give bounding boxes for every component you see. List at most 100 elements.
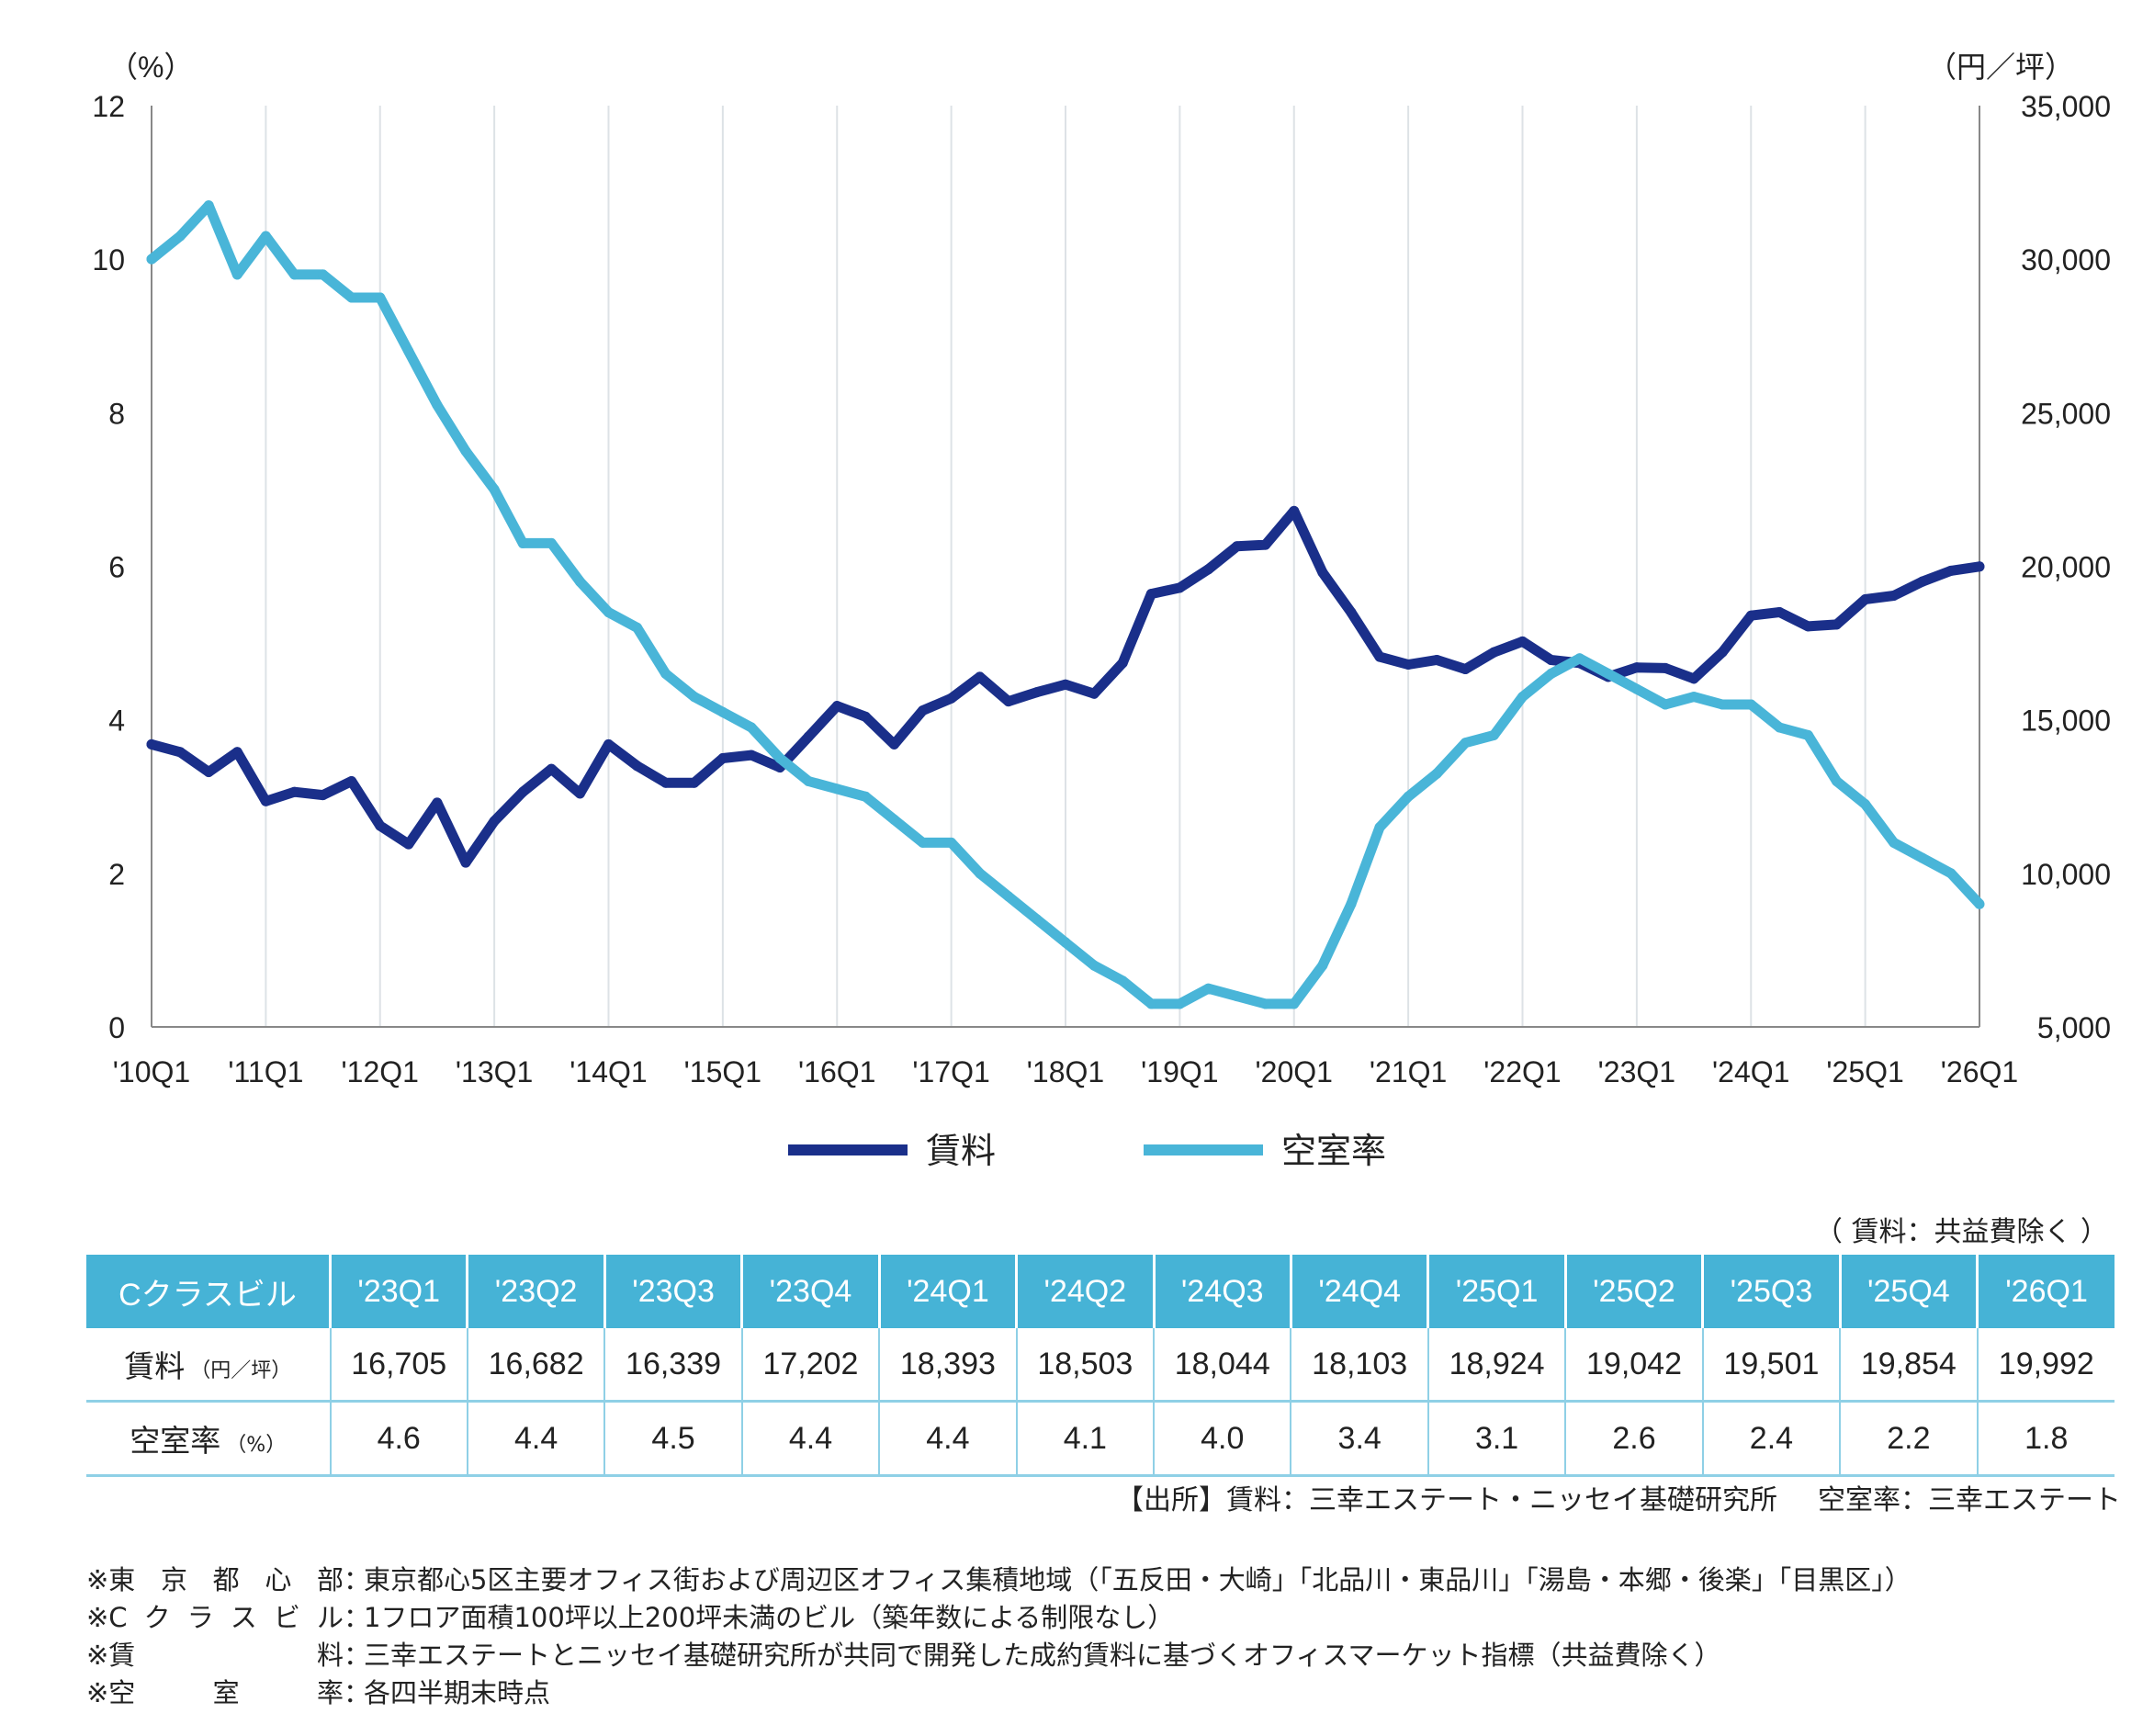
- right-tick-label: 20,000: [2021, 551, 2111, 584]
- data-point: [1060, 937, 1071, 948]
- data-point: [260, 795, 271, 806]
- data-point: [175, 231, 186, 242]
- data-point: [975, 868, 986, 879]
- vacancy-cell: 2.2: [1840, 1401, 1979, 1477]
- data-point: [1745, 699, 1756, 710]
- left-tick-label: 12: [92, 90, 125, 123]
- footnote-label: ※賃料: [86, 1640, 344, 1671]
- data-point: [1631, 683, 1642, 694]
- rent-cell: 18,393: [879, 1328, 1018, 1403]
- vacancy-cell: 4.1: [1016, 1401, 1156, 1477]
- data-point: [1488, 647, 1499, 658]
- footnote-text: 東京都心5区主要オフィス街および周辺区オフィス集積地域（「五反田・大崎」「北品川…: [364, 1564, 1912, 1595]
- data-point: [1546, 654, 1557, 665]
- x-tick-label: '21Q1: [1370, 1055, 1447, 1088]
- data-point: [689, 692, 700, 703]
- rent-source: 【出所】賃料：三幸エステート・ニッセイ基礎研究所: [1116, 1484, 1777, 1516]
- table-corner-cell: Cクラスビル: [86, 1255, 332, 1328]
- chart-grid: [265, 106, 1866, 1027]
- vacancy-cell: 4.0: [1154, 1401, 1292, 1477]
- data-point: [888, 738, 899, 750]
- vacancy-cell: 1.8: [1977, 1401, 2115, 1477]
- x-tick-label: '23Q1: [1598, 1055, 1675, 1088]
- data-point: [489, 484, 500, 495]
- data-point: [288, 786, 299, 797]
- footnote-label: ※東京都心部: [86, 1564, 344, 1595]
- left-tick-label: 10: [92, 243, 125, 276]
- data-point: [860, 791, 871, 802]
- data-point: [660, 669, 671, 680]
- table-header-cell: '23Q1: [330, 1255, 469, 1328]
- table-header-cell: '25Q2: [1565, 1255, 1705, 1328]
- vacancy-cell: 4.4: [879, 1401, 1018, 1477]
- data-point: [1003, 891, 1014, 902]
- x-tick-label: '25Q1: [1826, 1055, 1903, 1088]
- table-header-cell: '24Q3: [1154, 1255, 1292, 1328]
- data-point: [517, 786, 528, 797]
- data-point: [1202, 564, 1213, 575]
- data-point: [1688, 673, 1699, 684]
- data-point: [1202, 983, 1213, 994]
- data-point: [1003, 696, 1014, 707]
- data-point: [146, 254, 157, 265]
- data-point: [888, 814, 899, 825]
- data-point: [1860, 593, 1871, 604]
- data-point: [1374, 822, 1385, 833]
- left-tick-label: 6: [108, 551, 125, 584]
- data-point: [1974, 898, 1985, 909]
- right-axis-unit: （円／坪）: [1927, 51, 2074, 84]
- table-header-cell: '24Q1: [879, 1255, 1019, 1328]
- data-point: [1945, 868, 1957, 879]
- vacancy-row-label: 空室率 （%）: [86, 1401, 332, 1477]
- right-tick-label: 35,000: [2021, 90, 2111, 123]
- footnote-label: ※C クラスビル: [86, 1602, 344, 1633]
- footnote-label: ※空室率: [86, 1677, 344, 1708]
- data-point: [318, 269, 329, 280]
- vacancy-cell: 4.6: [330, 1401, 468, 1477]
- data-point: [975, 671, 986, 682]
- footnotes: ※東京都心部：東京都心5区主要オフィス街および周辺区オフィス集積地域（「五反田・…: [86, 1561, 1912, 1712]
- data-point: [1232, 991, 1243, 1002]
- rent-cell: 18,044: [1154, 1328, 1292, 1403]
- rent-cell: 16,705: [330, 1328, 468, 1403]
- data-point: [1232, 541, 1243, 552]
- vacancy-unit: （%）: [226, 1434, 287, 1457]
- right-tick-label: 25,000: [2021, 397, 2111, 430]
- data-point: [1431, 768, 1442, 779]
- x-tick-label: '26Q1: [1941, 1055, 2018, 1088]
- vacancy-source: 空室率：三幸エステート: [1818, 1484, 2121, 1516]
- data-point: [1088, 688, 1100, 699]
- data-point: [717, 706, 728, 717]
- data-point: [831, 783, 842, 795]
- table-header-row: Cクラスビル '23Q1'23Q2'23Q3'23Q4'24Q1'24Q2'24…: [86, 1255, 2115, 1328]
- data-point: [318, 790, 329, 801]
- x-tick-label: '17Q1: [912, 1055, 989, 1088]
- data-point: [489, 816, 500, 827]
- data-point: [346, 776, 357, 787]
- data-point: [375, 820, 386, 831]
- x-tick-label: '24Q1: [1712, 1055, 1789, 1088]
- data-point: [632, 622, 643, 633]
- data-point: [803, 776, 814, 787]
- table-header-cell: '24Q2: [1016, 1255, 1156, 1328]
- rent-cell: 16,682: [467, 1328, 606, 1403]
- right-tick-label: 30,000: [2021, 243, 2111, 276]
- citation: 【出所】賃料：三幸エステート・ニッセイ基礎研究所 空室率：三幸エステート: [1116, 1477, 2121, 1517]
- data-point: [1889, 837, 1900, 848]
- data-point: [1145, 589, 1156, 600]
- left-axis-unit: （%）: [108, 51, 193, 84]
- data-point: [1289, 505, 1300, 516]
- table-note: （ 賃料：共益費除く ）: [1814, 1216, 2108, 1248]
- data-point: [1603, 669, 1614, 680]
- x-tick-label: '16Q1: [798, 1055, 875, 1088]
- data-point: [1317, 567, 1328, 578]
- data-point: [1917, 576, 1928, 587]
- data-point: [803, 731, 814, 742]
- data-point: [460, 445, 471, 457]
- rent-row-label: 賃料 （円／坪）: [86, 1328, 332, 1403]
- rent-label: 賃料: [124, 1348, 186, 1384]
- vacancy-cell: 3.1: [1427, 1401, 1567, 1477]
- data-point: [1802, 729, 1813, 740]
- data-point: [603, 607, 614, 618]
- data-point: [689, 777, 700, 788]
